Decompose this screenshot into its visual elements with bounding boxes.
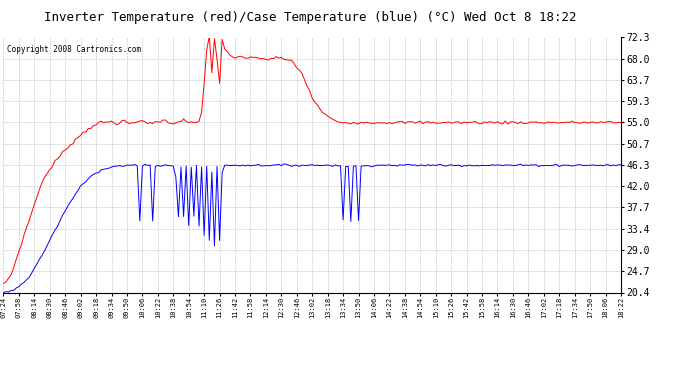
Text: Copyright 2008 Cartronics.com: Copyright 2008 Cartronics.com [6,45,141,54]
Text: Inverter Temperature (red)/Case Temperature (blue) (°C) Wed Oct 8 18:22: Inverter Temperature (red)/Case Temperat… [44,11,577,24]
